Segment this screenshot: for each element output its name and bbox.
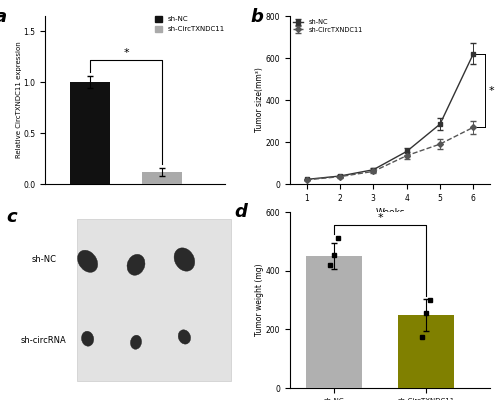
Text: sh-NC: sh-NC bbox=[31, 255, 56, 264]
Bar bbox=[142, 172, 182, 184]
Text: b: b bbox=[250, 8, 263, 26]
X-axis label: Weeks: Weeks bbox=[375, 208, 405, 217]
FancyBboxPatch shape bbox=[76, 219, 231, 381]
Text: d: d bbox=[234, 203, 247, 221]
Text: sh-circRNA: sh-circRNA bbox=[20, 336, 66, 345]
Text: *: * bbox=[489, 86, 494, 96]
Text: c: c bbox=[6, 208, 17, 226]
Ellipse shape bbox=[127, 254, 145, 275]
Bar bbox=[398, 315, 454, 388]
Bar bbox=[306, 256, 362, 388]
Ellipse shape bbox=[82, 331, 94, 346]
Text: a: a bbox=[0, 8, 6, 26]
Ellipse shape bbox=[174, 248, 195, 271]
Legend: sh-NC, sh-CircTXNDC11: sh-NC, sh-CircTXNDC11 bbox=[156, 16, 225, 32]
Y-axis label: Tumor size(mm³): Tumor size(mm³) bbox=[256, 68, 264, 132]
Ellipse shape bbox=[130, 335, 141, 349]
Legend: sh-NC, sh-CircTXNDC11: sh-NC, sh-CircTXNDC11 bbox=[294, 19, 363, 33]
Y-axis label: Relative CircTXNDC11 expression: Relative CircTXNDC11 expression bbox=[16, 42, 22, 158]
Text: *: * bbox=[123, 48, 129, 58]
Ellipse shape bbox=[78, 250, 98, 272]
Y-axis label: Tumor weight (mg): Tumor weight (mg) bbox=[256, 264, 264, 336]
Bar bbox=[70, 82, 110, 184]
Text: *: * bbox=[377, 213, 383, 223]
Ellipse shape bbox=[178, 330, 190, 344]
